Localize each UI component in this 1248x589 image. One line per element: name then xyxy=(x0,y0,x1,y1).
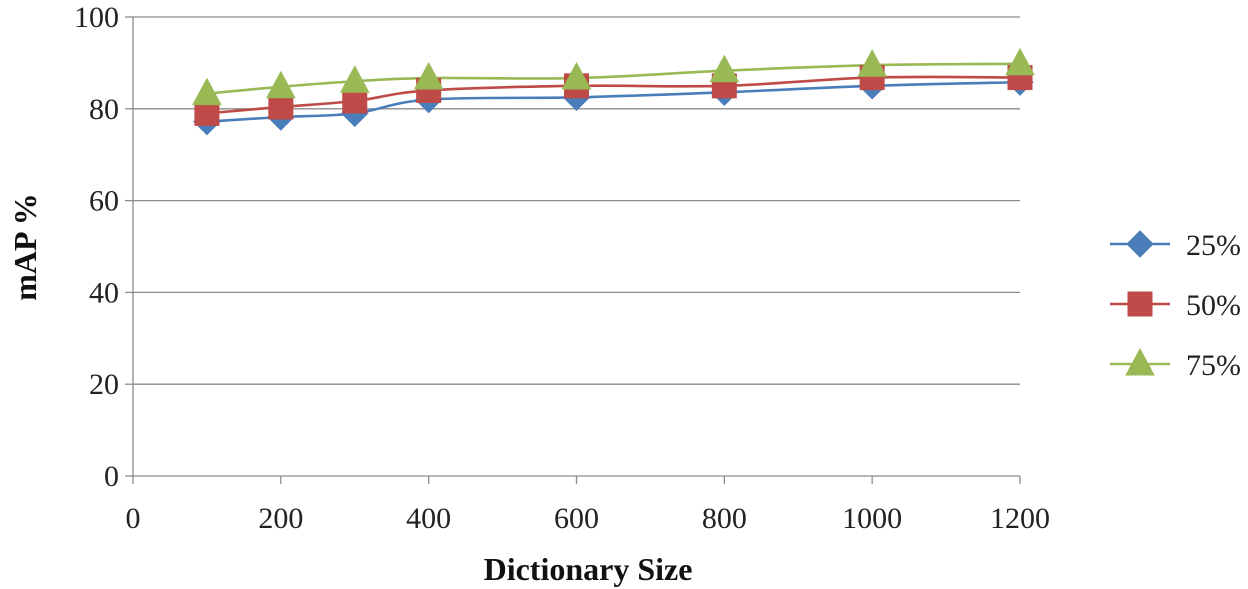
data-point-series-1 xyxy=(268,94,294,120)
data-point-series-1 xyxy=(194,100,220,126)
y-tick-label: 80 xyxy=(89,93,119,126)
x-tick-label: 800 xyxy=(702,502,747,535)
y-tick-label: 60 xyxy=(89,185,119,218)
legend-item-0: 25% xyxy=(1110,229,1241,262)
data-point-series-2 xyxy=(413,61,444,90)
series-line-2 xyxy=(206,62,1021,95)
x-tick-label: 400 xyxy=(406,502,451,535)
legend-marker-diamond xyxy=(1126,230,1154,258)
x-tick-label: 600 xyxy=(554,502,599,535)
data-point-series-2 xyxy=(192,77,222,106)
y-tick-label: 20 xyxy=(89,368,119,401)
axes xyxy=(125,16,1021,484)
data-point-series-2 xyxy=(709,54,740,83)
legend-label: 25% xyxy=(1186,229,1241,262)
data-point-series-2 xyxy=(339,65,370,93)
y-tick-label: 100 xyxy=(74,1,119,34)
data-point-series-2 xyxy=(857,49,888,77)
y-tick-label: 40 xyxy=(89,276,119,309)
y-tick-label: 0 xyxy=(104,460,119,493)
legend-item-2: 75% xyxy=(1110,347,1241,382)
data-point-series-1 xyxy=(342,88,368,114)
legend-label: 50% xyxy=(1186,289,1241,322)
series-line-0 xyxy=(206,80,1021,123)
x-tick-label: 0 xyxy=(126,502,141,535)
x-tick-label: 200 xyxy=(258,502,303,535)
x-tick-label: 1200 xyxy=(990,502,1050,535)
x-tick-label: 1000 xyxy=(842,502,902,535)
data-point-series-2 xyxy=(561,61,592,90)
series-lines xyxy=(206,62,1021,123)
legend-item-1: 50% xyxy=(1110,289,1241,322)
legend: 25% 50% 75% xyxy=(1110,229,1241,382)
y-axis-title: mAP % xyxy=(7,193,43,301)
legend-marker-square xyxy=(1127,291,1153,317)
legend-marker-triangle xyxy=(1125,347,1155,376)
data-point-series-2 xyxy=(265,70,296,99)
data-markers xyxy=(192,47,1035,136)
legend-label: 75% xyxy=(1186,349,1241,382)
x-axis-title: Dictionary Size xyxy=(484,551,693,587)
data-point-series-2 xyxy=(1005,47,1035,76)
